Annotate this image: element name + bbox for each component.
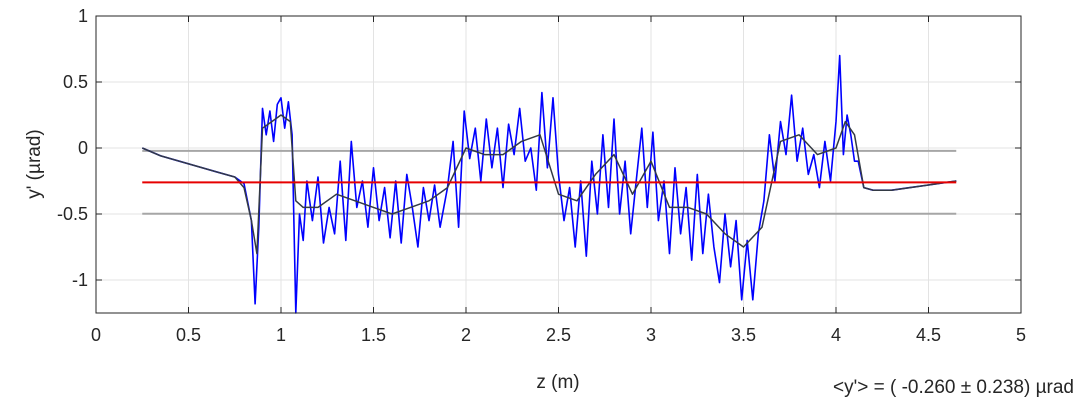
x-tick-label: 1.5 (361, 325, 386, 345)
y-tick-label: -0.5 (57, 204, 88, 224)
y-axis-label: y' (µrad) (24, 129, 45, 198)
mean-annotation: <y'> = ( -0.260 ± 0.238) µrad (833, 377, 1074, 398)
x-tick-label: 3.5 (731, 325, 756, 345)
x-tick-label: 2.5 (546, 325, 571, 345)
x-tick-label: 5 (1016, 325, 1026, 345)
x-tick-label: 0.5 (176, 325, 201, 345)
y-tick-label: -1 (72, 270, 88, 290)
x-tick-label: 1 (276, 325, 286, 345)
y-tick-label: 0.5 (63, 72, 88, 92)
x-tick-label: 4 (831, 325, 841, 345)
smoothed-series-line (142, 114, 957, 255)
x-axis-label: z (m) (536, 372, 579, 393)
y-tick-label: 0 (78, 138, 88, 158)
y-tick-label: 1 (78, 6, 88, 26)
y-axis-ticks: 1 0.5 0 -0.5 -1 (57, 6, 1021, 290)
raw-series-line (141, 54, 957, 314)
x-tick-label: 3 (646, 325, 656, 345)
x-tick-label: 2 (461, 325, 471, 345)
x-tick-label: 4.5 (916, 325, 941, 345)
x-tick-label: 0 (91, 325, 101, 345)
series-layer (141, 54, 957, 314)
x-axis-ticks: 0 0.5 1 1.5 2 2.5 3 3.5 4 4.5 5 (91, 16, 1026, 345)
